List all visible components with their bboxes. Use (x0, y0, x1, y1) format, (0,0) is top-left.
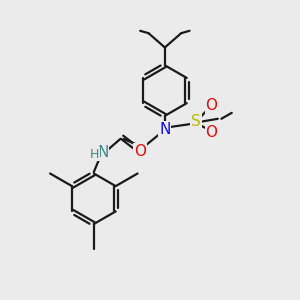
Text: N: N (97, 145, 108, 160)
Text: O: O (206, 125, 218, 140)
Text: O: O (206, 98, 218, 113)
Text: O: O (134, 144, 146, 159)
Text: N: N (159, 122, 170, 137)
Text: H: H (90, 148, 99, 161)
Text: S: S (191, 114, 201, 129)
